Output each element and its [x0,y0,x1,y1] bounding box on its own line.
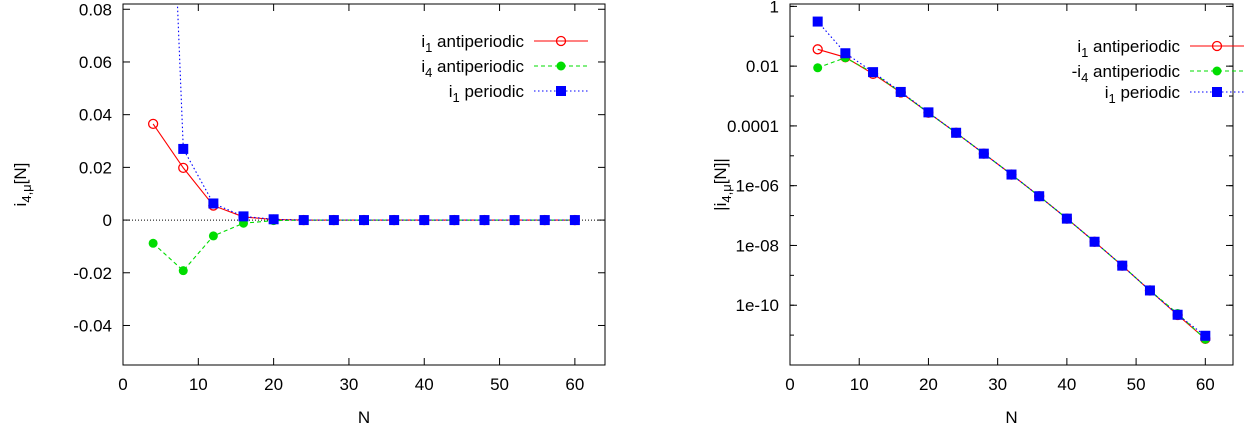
data-point [1200,330,1211,341]
legend-label: -i4 antiperiodic [1072,62,1181,85]
data-point [389,215,400,226]
data-point [1089,236,1100,247]
plot-frame [789,3,1234,366]
data-point [1006,169,1017,180]
legend-item-1: i4 antiperiodic [421,57,588,80]
legend-item-2: i1 periodic [1105,83,1244,106]
y-tick-label: 0.04 [79,106,112,125]
data-point [178,143,189,154]
legend-label: i1 antiperiodic [421,32,524,55]
x-tick-label: 20 [264,375,283,394]
data-point [208,231,218,241]
data-point [1172,309,1183,320]
data-point [419,215,430,226]
y-tick-label: 0.06 [79,53,112,72]
data-point [509,215,520,226]
legend-item-1: -i4 antiperiodic [1072,62,1244,85]
legend-label: i1 antiperiodic [1077,37,1180,60]
data-point [268,214,279,225]
data-point [813,63,823,73]
data-point [812,16,823,27]
series-0 [147,118,581,226]
data-point [868,67,879,78]
legend-label: i4 antiperiodic [421,57,524,80]
legend-marker [1211,40,1223,52]
y-tick-label: 0.01 [746,57,779,76]
data-point [178,266,188,276]
data-point [1061,213,1072,224]
y-axis-label: i4,μ[N] [11,163,34,207]
data-point [449,215,460,226]
legend-item-2: i1 periodic [449,82,588,105]
plot-frame [122,3,606,366]
x-tick-label: 40 [1057,375,1076,394]
y-tick-label: -0.02 [73,264,112,283]
series-line [152,219,575,272]
legend-marker [1212,66,1222,76]
legend-marker [556,86,566,96]
y-tick-label: 0 [103,211,112,230]
legend-label: i1 periodic [1105,83,1181,106]
series-2 [176,4,580,226]
left-chart-linear: 0 10 20 30 40 50 60 -0.04 -0.02 0 0.02 0.04 0.06 0.08… [11,0,606,427]
x-tick-label: 40 [415,375,434,394]
legend-marker [555,35,567,47]
data-point [978,148,989,159]
data-point [812,44,823,55]
x-tick-label: 50 [490,375,509,394]
x-tick-label: 60 [565,375,584,394]
y-tick-label: 1e-10 [736,296,779,315]
legend-item-0: i1 antiperiodic [1077,37,1244,60]
data-point [1117,260,1128,271]
data-point [895,86,906,97]
data-point [479,215,490,226]
legend-label: i1 periodic [449,82,525,105]
series-2 [812,16,1211,341]
data-point [951,127,962,138]
data-point [238,211,249,222]
x-tick-label: 60 [1196,375,1215,394]
x-tick-label: 0 [785,375,794,394]
data-point [147,118,159,130]
data-point [539,215,550,226]
x-tick-label: 0 [118,375,127,394]
x-tick-label: 50 [1127,375,1146,394]
y-tick-label: -0.04 [73,316,112,335]
y-tick-label: 1e-08 [736,236,779,255]
legend-marker [1212,87,1222,97]
y-axis-label: |i4,μ[N]| [711,158,734,211]
data-point [178,162,189,174]
x-tick-label: 20 [919,375,938,394]
data-point [208,198,219,209]
x-axis-label: N [358,408,370,427]
y-tick-label: 0.02 [79,158,112,177]
y-tick-label: 1e-06 [736,177,779,196]
x-axis-label: N [1005,408,1017,427]
data-point [1144,285,1155,296]
y-tick-label: 0.0001 [727,117,779,136]
legend-marker [556,61,566,71]
x-tick-label: 10 [189,375,208,394]
data-point [328,215,339,226]
x-tick-label: 30 [339,375,358,394]
right-chart-log: 0 10 20 30 40 50 60 1 0.01 0.0001 1e-06 1e-08 1e-10 N… [711,0,1244,427]
data-point [569,215,580,226]
data-point [298,215,309,226]
y-tick-label: 0.08 [79,0,112,19]
y-tick-label: 1 [770,0,779,16]
data-point [1034,191,1045,202]
data-point [359,215,369,226]
legend-item-0: i1 antiperiodic [421,32,588,55]
data-point [923,107,934,118]
x-tick-label: 10 [850,375,869,394]
data-point [148,238,158,248]
x-tick-label: 30 [988,375,1007,394]
data-point [840,48,851,59]
